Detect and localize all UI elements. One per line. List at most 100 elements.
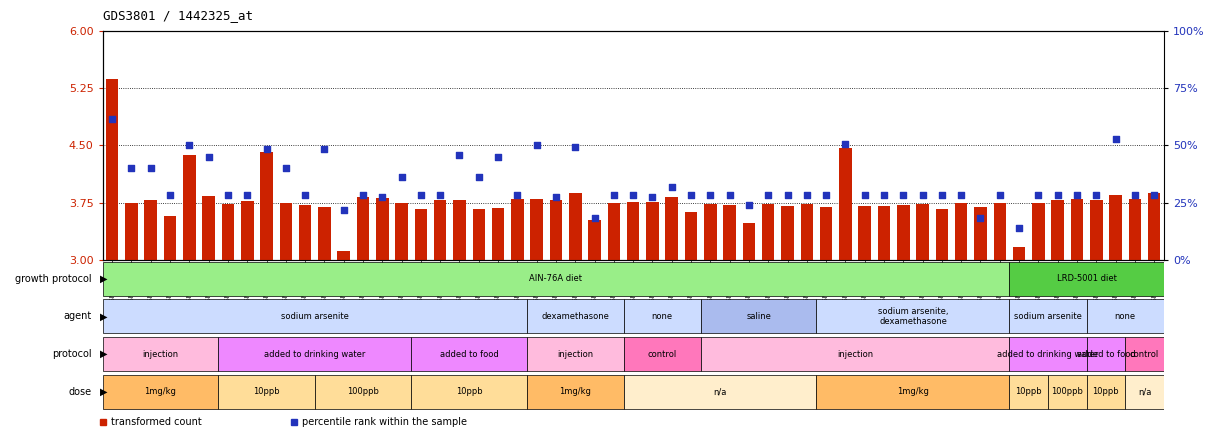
- Bar: [955, 203, 967, 260]
- Bar: [453, 200, 466, 260]
- Text: injection: injection: [837, 349, 873, 359]
- Bar: [222, 204, 234, 260]
- Text: 10ppb: 10ppb: [1015, 387, 1042, 396]
- Point: [681, 191, 701, 198]
- Text: saline: saline: [747, 312, 771, 321]
- Bar: [1071, 199, 1083, 260]
- Point: [566, 143, 585, 151]
- Text: 10ppb: 10ppb: [1093, 387, 1119, 396]
- Bar: [801, 204, 813, 260]
- Text: sodium arsenite: sodium arsenite: [1014, 312, 1082, 321]
- Bar: [816, 299, 1009, 333]
- Point: [990, 191, 1009, 198]
- Bar: [103, 337, 218, 371]
- Text: sodium arsenite: sodium arsenite: [281, 312, 349, 321]
- Bar: [218, 375, 315, 409]
- Bar: [492, 208, 504, 260]
- Bar: [816, 375, 1009, 409]
- Bar: [1009, 337, 1087, 371]
- Point: [257, 146, 276, 153]
- Bar: [1090, 200, 1102, 260]
- Text: percentile rank within the sample: percentile rank within the sample: [302, 417, 467, 427]
- Text: added to drinking water: added to drinking water: [997, 349, 1099, 359]
- Bar: [203, 197, 215, 260]
- Bar: [527, 337, 624, 371]
- Bar: [1087, 375, 1125, 409]
- Bar: [145, 200, 157, 260]
- Point: [141, 165, 160, 172]
- Bar: [415, 209, 427, 260]
- Bar: [527, 299, 624, 333]
- Text: 1mg/kg: 1mg/kg: [145, 387, 176, 396]
- Point: [720, 191, 739, 198]
- Bar: [103, 262, 1009, 296]
- Bar: [704, 204, 716, 260]
- Bar: [396, 203, 408, 260]
- Point: [373, 194, 392, 201]
- Point: [971, 214, 990, 222]
- Point: [643, 194, 662, 201]
- Point: [1009, 224, 1029, 231]
- Bar: [1009, 299, 1087, 333]
- Text: 1mg/kg: 1mg/kg: [560, 387, 591, 396]
- Text: none: none: [651, 312, 673, 321]
- Text: protocol: protocol: [52, 349, 92, 359]
- Point: [585, 214, 604, 222]
- Point: [527, 142, 546, 149]
- Text: ▶: ▶: [100, 311, 107, 321]
- Point: [759, 191, 778, 198]
- Text: ▶: ▶: [100, 387, 107, 397]
- Text: control: control: [1130, 349, 1159, 359]
- Bar: [685, 212, 697, 260]
- Point: [488, 153, 508, 160]
- Bar: [411, 337, 527, 371]
- Point: [218, 191, 238, 198]
- Point: [180, 142, 199, 149]
- Point: [103, 115, 122, 122]
- Point: [624, 191, 643, 198]
- Point: [816, 191, 836, 198]
- Point: [238, 191, 257, 198]
- Bar: [1032, 203, 1044, 260]
- Bar: [511, 199, 523, 260]
- Bar: [473, 210, 485, 260]
- Bar: [839, 148, 851, 260]
- Bar: [624, 299, 701, 333]
- Point: [160, 191, 180, 198]
- Bar: [569, 193, 581, 260]
- Bar: [1125, 337, 1164, 371]
- Bar: [589, 220, 601, 260]
- Bar: [627, 202, 639, 260]
- Bar: [280, 203, 292, 260]
- Bar: [241, 201, 253, 260]
- Bar: [318, 207, 330, 260]
- Bar: [701, 299, 816, 333]
- Bar: [1110, 195, 1122, 260]
- Bar: [781, 206, 794, 260]
- Point: [411, 191, 431, 198]
- Point: [855, 191, 874, 198]
- Bar: [646, 202, 658, 260]
- Point: [739, 201, 759, 208]
- Text: injection: injection: [142, 349, 178, 359]
- Text: LRD-5001 diet: LRD-5001 diet: [1056, 274, 1117, 283]
- Bar: [338, 250, 350, 260]
- Bar: [434, 200, 446, 260]
- Point: [450, 151, 469, 158]
- Bar: [666, 197, 678, 260]
- Point: [392, 174, 411, 181]
- Bar: [550, 200, 562, 260]
- Point: [276, 165, 295, 172]
- Text: 100ppb: 100ppb: [1052, 387, 1083, 396]
- Point: [315, 146, 334, 153]
- Point: [604, 191, 624, 198]
- Text: dose: dose: [69, 387, 92, 397]
- Bar: [701, 337, 1009, 371]
- Bar: [531, 199, 543, 260]
- Bar: [859, 206, 871, 260]
- Point: [778, 191, 797, 198]
- Point: [1125, 191, 1144, 198]
- Point: [122, 165, 141, 172]
- Text: AIN-76A diet: AIN-76A diet: [529, 274, 582, 283]
- Bar: [1048, 375, 1087, 409]
